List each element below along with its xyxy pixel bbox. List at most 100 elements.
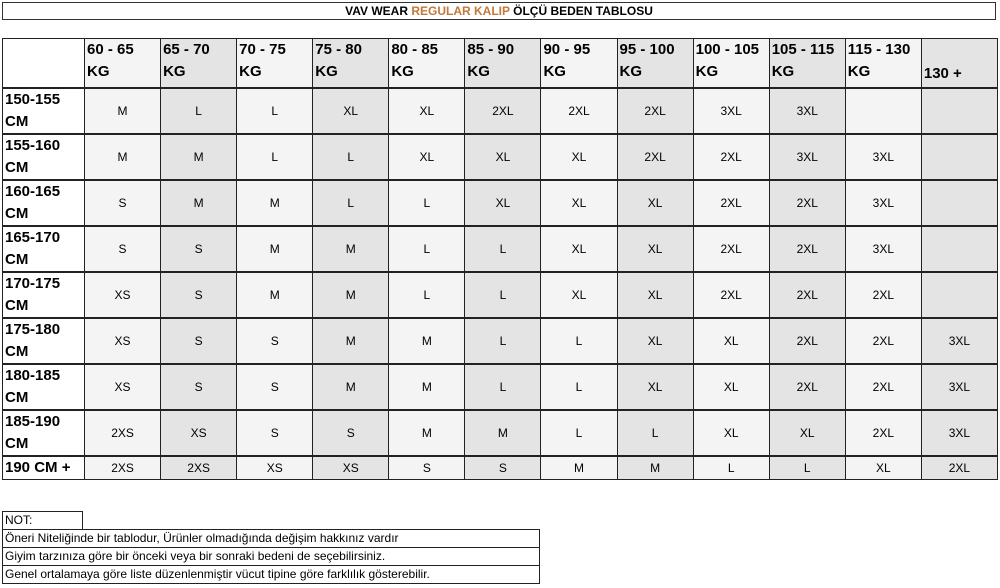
size-cell: M — [616, 455, 694, 480]
size-cell — [920, 179, 999, 227]
note-line: Giyim tarzınıza göre bir önceki veya bir… — [2, 547, 540, 566]
size-cell: L — [312, 133, 390, 181]
size-cell: S — [236, 363, 314, 411]
size-cell: L — [464, 271, 542, 319]
size-cell: 2XL — [844, 363, 922, 411]
size-cell: L — [540, 363, 618, 411]
size-cell: XL — [464, 133, 542, 181]
corner-cell — [2, 38, 85, 89]
size-cell: M — [83, 133, 162, 181]
column-header: 65 - 70 KG — [160, 38, 238, 89]
size-cell: M — [83, 87, 162, 135]
size-cell: L — [464, 363, 542, 411]
size-cell: 3XL — [768, 87, 846, 135]
size-cell: XL — [540, 133, 618, 181]
table-row: 160-165 CM S M M L L XL XL XL 2XL 2XL 3XL — [2, 179, 999, 227]
size-cell: 2XL — [844, 271, 922, 319]
size-cell: M — [312, 363, 390, 411]
size-cell: S — [236, 409, 314, 457]
size-cell: L — [388, 271, 466, 319]
row-header: 185-190 CM — [2, 409, 85, 457]
size-cell: 2XL — [768, 271, 846, 319]
column-header: 90 - 95 KG — [540, 38, 618, 89]
size-cell: 2XL — [768, 317, 846, 365]
size-cell: M — [160, 133, 238, 181]
size-cell — [920, 271, 999, 319]
note-line: Öneri Niteliğinde bir tablodur, Ürünler … — [2, 529, 540, 548]
notes: NOT: Öneri Niteliğinde bir tablodur, Ürü… — [2, 511, 540, 584]
size-cell: M — [312, 271, 390, 319]
size-cell — [844, 87, 922, 135]
size-cell: L — [616, 409, 694, 457]
column-header: 105 - 115 KG — [768, 38, 846, 89]
size-cell: XL — [692, 409, 770, 457]
column-header: 75 - 80 KG — [312, 38, 390, 89]
size-cell: S — [312, 409, 390, 457]
size-cell: 2XL — [464, 87, 542, 135]
size-cell: M — [236, 271, 314, 319]
size-cell: L — [312, 179, 390, 227]
size-cell: S — [83, 179, 162, 227]
size-cell: XL — [312, 87, 390, 135]
size-cell: L — [236, 133, 314, 181]
column-header: 130 + — [920, 38, 999, 89]
size-cell: S — [160, 317, 238, 365]
size-cell: 2XL — [616, 133, 694, 181]
size-cell: M — [388, 317, 466, 365]
size-cell: M — [236, 179, 314, 227]
table-row: 185-190 CM 2XS XS S S M M L L XL XL 2XL 3XL — [2, 409, 999, 457]
size-cell: XS — [83, 363, 162, 411]
size-cell: S — [388, 455, 466, 480]
row-header: 175-180 CM — [2, 317, 85, 365]
table-row: 150-155 CM M L L XL XL 2XL 2XL 2XL 3XL 3XL — [2, 87, 999, 135]
column-header: 95 - 100 KG — [616, 38, 694, 89]
size-cell: 2XL — [844, 317, 922, 365]
size-cell: XL — [616, 271, 694, 319]
size-cell: XL — [388, 133, 466, 181]
size-cell: XL — [616, 363, 694, 411]
note-line: Genel ortalamaya göre liste düzenlenmişt… — [2, 565, 540, 584]
size-cell: 2XL — [540, 87, 618, 135]
size-cell: XS — [236, 455, 314, 480]
table-row: 170-175 CM XS S M M L L XL XL 2XL 2XL 2XL — [2, 271, 999, 319]
size-cell: L — [692, 455, 770, 480]
size-cell: 2XL — [692, 133, 770, 181]
row-header: 170-175 CM — [2, 271, 85, 319]
row-header: 150-155 CM — [2, 87, 85, 135]
size-cell: L — [540, 409, 618, 457]
size-cell: M — [388, 409, 466, 457]
size-cell: 2XL — [616, 87, 694, 135]
size-cell: L — [388, 179, 466, 227]
row-header: 190 CM + — [2, 455, 85, 480]
size-cell: M — [464, 409, 542, 457]
size-cell: XL — [540, 179, 618, 227]
column-header: 80 - 85 KG — [388, 38, 466, 89]
size-cell: XL — [616, 225, 694, 273]
size-cell: 2XL — [920, 455, 999, 480]
size-cell: XL — [692, 317, 770, 365]
size-cell: 2XL — [844, 409, 922, 457]
column-header: 60 - 65 KG — [83, 38, 162, 89]
size-cell: 3XL — [692, 87, 770, 135]
size-cell: XL — [388, 87, 466, 135]
size-cell: L — [768, 455, 846, 480]
size-cell: XS — [312, 455, 390, 480]
table-row: 165-170 CM S S M M L L XL XL 2XL 2XL 3XL — [2, 225, 999, 273]
size-cell: XL — [540, 271, 618, 319]
table-row: 175-180 CM XS S S M M L L XL XL 2XL 2XL 3XL — [2, 317, 999, 365]
size-cell: 2XS — [160, 455, 238, 480]
size-cell: M — [312, 225, 390, 273]
size-cell: 3XL — [920, 409, 999, 457]
size-cell: 2XS — [83, 455, 162, 480]
table-row: 180-185 CM XS S S M M L L XL XL 2XL 2XL 3XL — [2, 363, 999, 411]
table-row: 190 CM +2XS 2XS XS XS S S M M L L XL 2XL — [2, 455, 999, 480]
size-cell: 2XL — [692, 225, 770, 273]
size-cell: 3XL — [844, 225, 922, 273]
size-cell: S — [83, 225, 162, 273]
size-cell: 2XL — [768, 363, 846, 411]
size-cell: S — [160, 271, 238, 319]
size-cell: L — [160, 87, 238, 135]
table-row: 155-160 CM M M L L XL XL XL 2XL 2XL 3XL 3XL — [2, 133, 999, 181]
size-cell: M — [160, 179, 238, 227]
size-cell: 3XL — [768, 133, 846, 181]
